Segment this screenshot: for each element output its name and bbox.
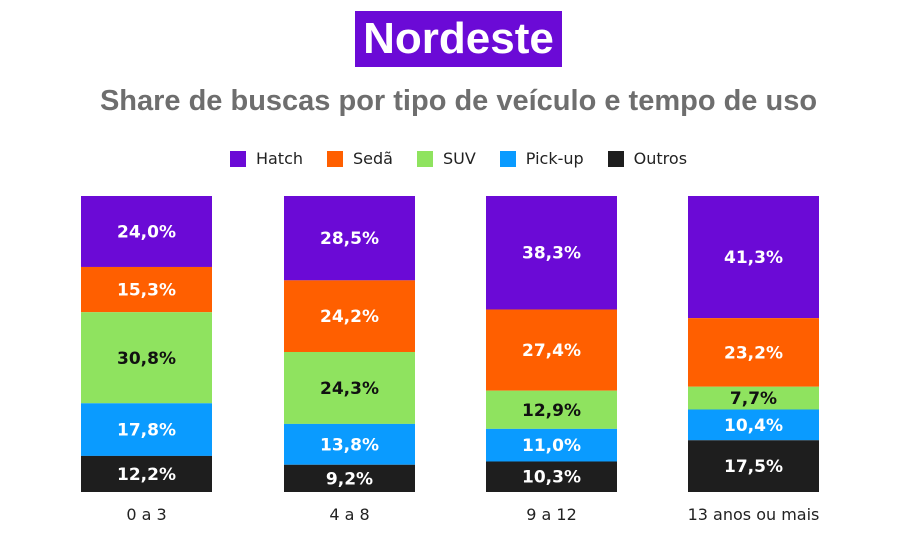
bar-segment-outros-4	[688, 440, 819, 492]
data-label: 15,3%	[117, 281, 176, 301]
title-wrapper: Nordeste	[0, 11, 917, 67]
legend-swatch	[499, 150, 516, 167]
legend-label: Pick-up	[525, 149, 584, 168]
data-label: 12,2%	[117, 465, 176, 485]
data-label: 17,8%	[117, 421, 176, 441]
chart-title: Nordeste	[355, 11, 562, 67]
category-label: 4 a 8	[329, 505, 369, 524]
legend-item-sed-: Sedã	[327, 149, 393, 168]
legend-item-hatch: Hatch	[229, 149, 304, 168]
bar-segment-suv-1	[81, 312, 212, 404]
data-label: 24,3%	[320, 379, 379, 399]
data-label: 10,3%	[522, 468, 581, 488]
legend: Hatch Sedã SUV Pick-up Outros	[0, 149, 917, 168]
legend-item-suv: SUV	[416, 149, 476, 168]
bar-segment-outros-1	[81, 455, 212, 492]
legend-label: Outros	[633, 149, 688, 168]
bar-segment-pick-up-1	[81, 403, 212, 456]
legend-swatch	[607, 150, 624, 167]
bar-segment-pick-up-2	[284, 423, 415, 465]
bar-segment-hatch-2	[284, 196, 415, 281]
data-label: 38,3%	[522, 244, 581, 264]
bar-segment-sed--4	[688, 318, 819, 387]
data-label: 24,2%	[320, 307, 379, 327]
legend-label: SUV	[442, 149, 476, 168]
bar-segment-suv-2	[284, 351, 415, 424]
bar-segment-hatch-1	[81, 196, 212, 267]
data-label: 27,4%	[522, 341, 581, 361]
bar-segment-suv-4	[688, 386, 819, 410]
bar-segment-pick-up-4	[688, 409, 819, 441]
legend-swatch	[416, 150, 433, 167]
bar-segment-sed--1	[81, 266, 212, 313]
bar-segment-sed--2	[284, 280, 415, 352]
data-label: 9,2%	[326, 469, 373, 489]
chart-subtitle: Share de buscas por tipo de veículo e te…	[99, 85, 818, 117]
bar-segment-pick-up-3	[486, 428, 617, 462]
bar-segment-outros-3	[486, 461, 617, 492]
data-label: 23,2%	[724, 343, 783, 363]
legend-swatch	[229, 150, 246, 167]
data-label: 30,8%	[117, 349, 176, 369]
bar-segment-hatch-4	[688, 196, 819, 319]
bar-segment-hatch-3	[486, 196, 617, 310]
data-label: 17,5%	[724, 457, 783, 477]
data-label: 10,4%	[724, 416, 783, 436]
data-label: 28,5%	[320, 229, 379, 249]
data-label: 24,0%	[117, 222, 176, 242]
legend-label: Hatch	[255, 149, 304, 168]
bar-segment-outros-2	[284, 464, 415, 492]
data-label: 12,9%	[522, 401, 581, 421]
legend-label: Sedã	[353, 149, 393, 168]
legend-item-outros: Outros	[607, 149, 688, 168]
legend-swatch	[327, 150, 344, 167]
category-label: 9 a 12	[526, 505, 577, 524]
category-label: 0 a 3	[126, 505, 166, 524]
data-label: 13,8%	[320, 435, 379, 455]
data-label: 11,0%	[522, 436, 581, 456]
category-label: 13 anos ou mais	[688, 505, 820, 524]
bar-segment-suv-3	[486, 390, 617, 429]
legend-item-pick-up: Pick-up	[499, 149, 584, 168]
data-label: 7,7%	[730, 389, 777, 409]
data-label: 41,3%	[724, 248, 783, 268]
bar-segment-sed--3	[486, 309, 617, 391]
